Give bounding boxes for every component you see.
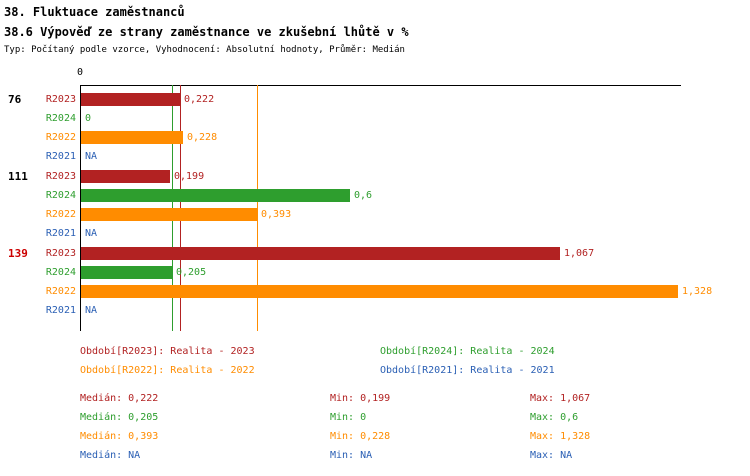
legend-item-r2024: Období[R2024]: Realita - 2024 <box>380 346 555 357</box>
bar <box>81 131 183 144</box>
bar <box>81 285 678 298</box>
bar-value-label: NA <box>85 305 98 316</box>
stat-max-r2023: Max: 1,067 <box>530 393 591 404</box>
bar <box>81 93 180 106</box>
row-label: R2023 <box>45 94 76 105</box>
bar <box>81 208 257 221</box>
bar-value-label: 0,222 <box>184 94 215 105</box>
row-label: R2021 <box>45 228 76 239</box>
legend-item-r2022: Období[R2022]: Realita - 2022 <box>80 365 255 376</box>
chart-header: 38. Fluktuace zaměstnanců 38.6 Výpověď z… <box>4 2 409 57</box>
stat-min-r2021: Min: NA <box>330 450 373 461</box>
stat-max-r2024: Max: 0,6 <box>530 412 579 423</box>
row-label: R2022 <box>45 286 76 297</box>
chart-title: 38. Fluktuace zaměstnanců <box>4 5 185 19</box>
row-label: R2024 <box>45 267 76 278</box>
group-label: 139 <box>8 247 28 260</box>
row-label: R2024 <box>45 113 76 124</box>
bar-value-label: 1,067 <box>564 248 595 259</box>
legend-item-r2023: Období[R2023]: Realita - 2023 <box>80 346 255 357</box>
group-label: 111 <box>8 170 28 183</box>
bar <box>81 170 170 183</box>
stat-max-r2021: Max: NA <box>530 450 573 461</box>
value-axis-zero-label: 0 <box>76 67 84 78</box>
bar-value-label: 1,328 <box>682 286 713 297</box>
bar-value-label: 0,393 <box>261 209 292 220</box>
bar-value-label: 0 <box>85 113 92 124</box>
row-label: R2023 <box>45 171 76 182</box>
row-label: R2021 <box>45 151 76 162</box>
bar-value-label: 0,228 <box>187 132 218 143</box>
bar-value-label: NA <box>85 228 98 239</box>
stat-median-r2024: Medián: 0,205 <box>80 412 159 423</box>
stat-median-r2021: Medián: NA <box>80 450 141 461</box>
stat-min-r2023: Min: 0,199 <box>330 393 391 404</box>
chart-subtitle: 38.6 Výpověď ze strany zaměstnance ve zk… <box>4 25 409 39</box>
value-axis-line <box>80 85 681 86</box>
chart-meta: Typ: Počítaný podle vzorce, Vyhodnocení:… <box>4 45 405 55</box>
stat-median-r2022: Medián: 0,393 <box>80 431 159 442</box>
stat-median-r2023: Medián: 0,222 <box>80 393 159 404</box>
group-label: 76 <box>8 93 22 106</box>
stat-min-r2024: Min: 0 <box>330 412 367 423</box>
legend-item-r2021: Období[R2021]: Realita - 2021 <box>380 365 555 376</box>
row-label: R2021 <box>45 305 76 316</box>
stat-max-r2022: Max: 1,328 <box>530 431 591 442</box>
row-label: R2022 <box>45 132 76 143</box>
bar <box>81 266 172 279</box>
stat-min-r2022: Min: 0,228 <box>330 431 391 442</box>
row-label: R2022 <box>45 209 76 220</box>
bar-value-label: 0,6 <box>354 190 373 201</box>
bar <box>81 189 350 202</box>
bar-value-label: 0,199 <box>174 171 205 182</box>
median-line-r2022 <box>257 85 258 331</box>
row-label: R2023 <box>45 248 76 259</box>
bar <box>81 247 560 260</box>
bar-value-label: 0,205 <box>176 267 207 278</box>
row-label: R2024 <box>45 190 76 201</box>
bar-value-label: NA <box>85 151 98 162</box>
zero-axis-line <box>80 85 81 331</box>
